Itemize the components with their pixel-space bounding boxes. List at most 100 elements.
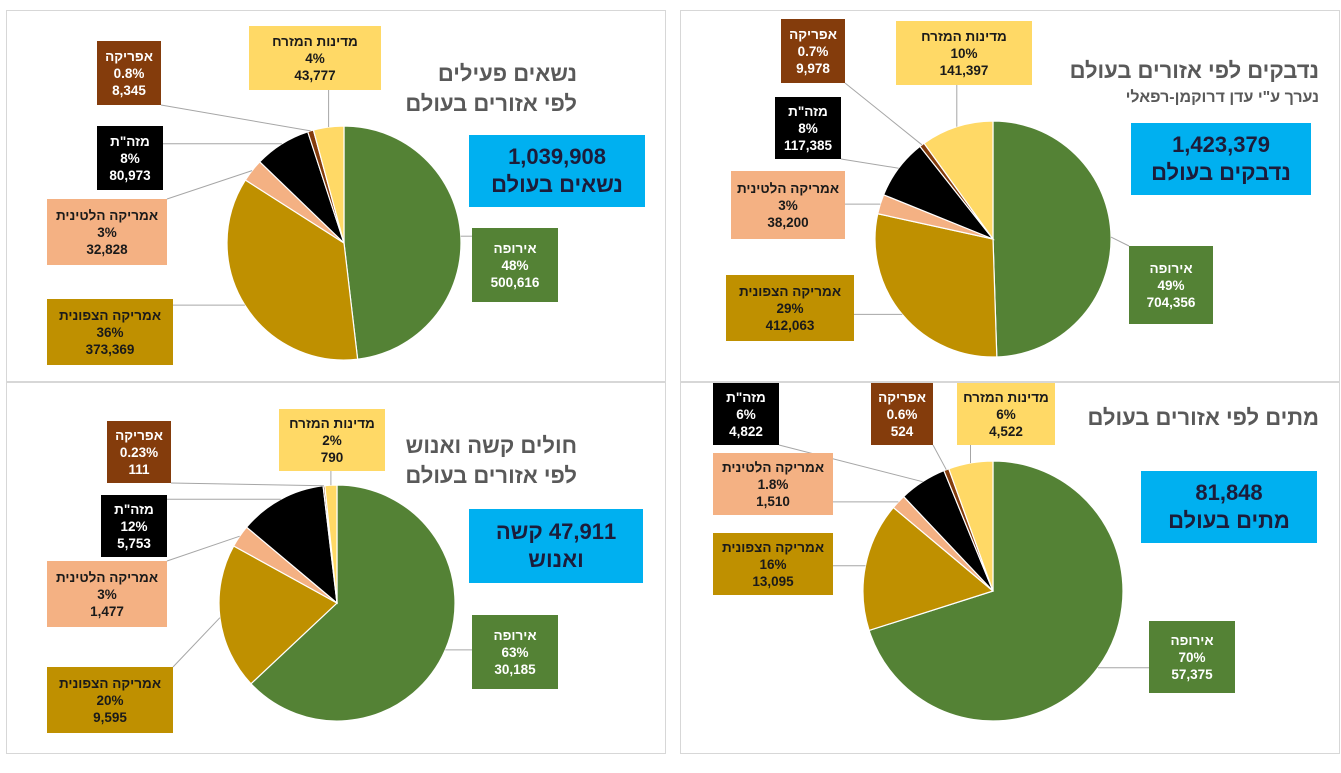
data-label-north-america: אמריקה הצפונית 20% 9,595 (47, 667, 173, 733)
total-line: 47,911 קשה (495, 519, 617, 544)
label-name: מזה"ת (726, 389, 766, 405)
chart-title-line: נשאים פעילים (437, 61, 577, 86)
total-line: נדבקים בעולם (1151, 160, 1291, 185)
label-name: אירופה (1149, 260, 1193, 276)
pie-chart (160, 90, 472, 361)
label-percent: 48% (501, 257, 529, 273)
label-name: אפריקה (789, 26, 837, 42)
label-name: אמריקה הלטינית (736, 180, 840, 196)
label-percent: 6% (736, 406, 756, 422)
label-name: מזה"ת (788, 103, 828, 119)
data-label-north-america: אמריקה הצפונית 29% 412,063 (726, 275, 854, 341)
pie-chart (166, 471, 472, 722)
chart-title-line: חולים קשה ואנוש (405, 433, 577, 458)
data-label-europe: אירופה 49% 704,356 (1129, 246, 1213, 324)
label-percent: 0.23% (119, 444, 159, 460)
label-percent: 36% (96, 324, 124, 340)
label-value: 4,522 (989, 423, 1023, 439)
chart-panel-4: אירופה 63% 30,185 אמריקה הצפונית 20% 9,595 אמר… (6, 382, 666, 754)
label-name: אמריקה הלטינית (55, 207, 159, 223)
label-name: אמריקה הלטינית (721, 459, 825, 475)
label-name: אמריקה הצפונית (58, 307, 162, 323)
data-label-east-asia: מזה"ת 6% 4,822 (713, 383, 779, 445)
data-label-africa: אפריקה 0.6% 524 (871, 383, 933, 445)
label-value: 32,828 (86, 241, 128, 257)
leader-line-latin-america (166, 535, 240, 562)
data-label-africa: אפריקה 0.7% 9,978 (781, 19, 845, 83)
label-name: מדינות המזרח (289, 415, 375, 431)
data-label-latin-america: אמריקה הלטינית 3% 38,200 (731, 171, 845, 239)
leader-line-africa (844, 82, 923, 146)
data-label-east-asia: מזה"ת 8% 117,385 (775, 97, 841, 159)
pie-slice-middle-east (312, 125, 345, 244)
label-value: 80,973 (109, 167, 151, 183)
pie-slice-europe (343, 125, 462, 360)
data-label-middle-east: מדינות המזרח 2% 790 (279, 409, 385, 471)
total-line: ואנוש (528, 547, 584, 572)
data-label-africa: אפריקה 0.8% 8,345 (97, 41, 161, 105)
leader-line-east-asia (778, 444, 923, 483)
label-name: אמריקה הצפונית (738, 283, 842, 299)
label-name: אירופה (1170, 632, 1214, 648)
data-label-europe: אירופה 63% 30,185 (472, 615, 558, 689)
label-value: 704,356 (1146, 294, 1196, 310)
label-name: אמריקה הצפונית (58, 675, 162, 691)
total-box: 1,423,379 נדבקים בעולם (1131, 123, 1311, 195)
label-percent: 29% (776, 300, 804, 316)
label-name: מזה"ת (114, 501, 154, 517)
label-name: מדינות המזרח (921, 28, 1007, 44)
data-label-north-america: אמריקה הצפונית 36% 373,369 (47, 299, 173, 365)
data-label-africa: אפריקה 0.23% 111 (107, 421, 171, 483)
label-percent: 16% (759, 556, 787, 572)
label-name: אמריקה הצפונית (721, 539, 825, 555)
label-name: אירופה (493, 627, 537, 643)
label-percent: 8% (798, 120, 818, 136)
chart-panel-1: אירופה 49% 704,356 אמריקה הצפונית 29% 412,063… (680, 10, 1340, 382)
leader-line-africa (170, 482, 324, 487)
label-percent: 49% (1157, 277, 1185, 293)
leader-line-africa (932, 444, 947, 470)
label-name: אירופה (493, 240, 537, 256)
label-percent: 0.7% (797, 43, 829, 59)
label-percent: 4% (305, 50, 325, 66)
data-label-latin-america: אמריקה הלטינית 1.8% 1,510 (713, 453, 833, 515)
leader-line-europe (1110, 236, 1130, 247)
label-percent: 3% (97, 586, 117, 602)
label-percent: 3% (778, 197, 798, 213)
chart-title-line-2: לפי אזורים בעולם (405, 463, 577, 488)
label-percent: 3% (97, 224, 117, 240)
chart-title: מתים לפי אזורים בעולם (1087, 403, 1319, 433)
chart-title-line: מתים לפי אזורים בעולם (1087, 405, 1319, 430)
pie-slice-europe (250, 484, 456, 722)
chart-title: נדבקים לפי אזורים בעולם נערך ע"י עדן דרוק… (1070, 56, 1319, 110)
label-name: אפריקה (115, 427, 163, 443)
label-value: 9,978 (796, 60, 830, 76)
chart-subtitle: נערך ע"י עדן דרוקמן-רפאלי (1125, 89, 1319, 106)
total-box: 81,848 מתים בעולם (1141, 471, 1317, 543)
label-value: 1,477 (90, 603, 124, 619)
label-value: 1,510 (756, 493, 790, 509)
label-value: 790 (320, 449, 344, 465)
total-line: 1,423,379 (1172, 132, 1270, 157)
data-label-latin-america: אמריקה הלטינית 3% 32,828 (47, 199, 167, 265)
total-line: מתים בעולם (1168, 508, 1290, 533)
leader-line-latin-america (166, 170, 253, 200)
label-percent: 63% (501, 644, 529, 660)
chart-panel-3: אירופה 70% 57,375 אמריקה הצפונית 16% 13,095 אמ… (680, 382, 1340, 754)
label-value: 141,397 (939, 62, 989, 78)
data-label-middle-east: מדינות המזרח 4% 43,777 (249, 26, 381, 90)
label-percent: 0.6% (886, 406, 918, 422)
label-percent: 2% (322, 432, 342, 448)
total-line: 81,848 (1195, 480, 1263, 505)
label-value: 524 (890, 423, 914, 439)
label-value: 13,095 (752, 573, 794, 589)
label-percent: 10% (950, 45, 978, 61)
label-name: מדינות המזרח (963, 389, 1049, 405)
total-box: 47,911 קשה ואנוש (469, 509, 643, 583)
pie-slice-europe (992, 120, 1112, 358)
chart-title: חולים קשה ואנוש לפי אזורים בעולם (405, 431, 577, 491)
label-value: 117,385 (783, 137, 833, 153)
label-value: 9,595 (93, 709, 127, 725)
data-label-east-asia: מזה"ת 12% 5,753 (101, 495, 167, 557)
